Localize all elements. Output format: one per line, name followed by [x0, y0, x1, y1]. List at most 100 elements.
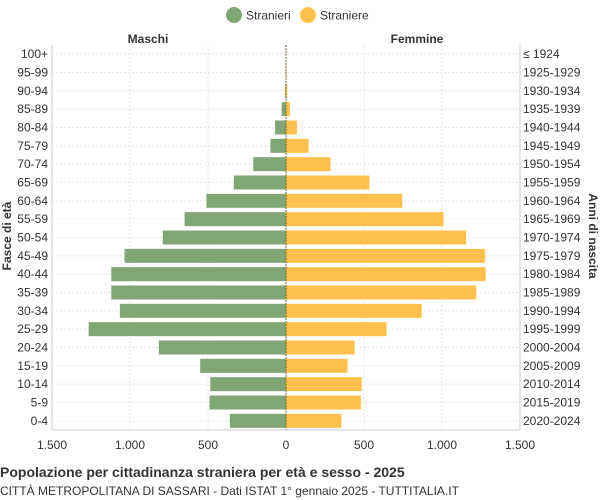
legend-label-stranieri: Stranieri — [246, 9, 291, 23]
bar-stranieri-70-74 — [253, 157, 286, 172]
birth-year-label: 1960-1964 — [523, 194, 581, 208]
birth-year-label: ≤ 1924 — [523, 47, 560, 61]
birth-year-label: 1955-1959 — [523, 176, 581, 190]
bar-stranieri-5-9 — [209, 395, 286, 410]
birth-year-label: 2005-2009 — [523, 359, 581, 373]
birth-year-label: 1925-1929 — [523, 66, 581, 80]
birth-year-label: 1990-1994 — [523, 304, 581, 318]
age-group-label: 95-99 — [17, 66, 48, 80]
age-group-label: 80-84 — [17, 121, 48, 135]
y-axis-title-right: Anni di nascita — [586, 193, 600, 279]
bar-stranieri-45-49 — [124, 248, 286, 263]
birth-year-label: 2015-2019 — [523, 396, 581, 410]
bar-straniere-80-84 — [286, 120, 297, 135]
birth-year-label: 1975-1979 — [523, 249, 581, 263]
x-tick-label: 1.000 — [115, 438, 145, 452]
birth-year-label: 1940-1944 — [523, 121, 581, 135]
age-group-label: 5-9 — [31, 396, 49, 410]
age-group-label: 100+ — [21, 47, 48, 61]
age-group-label: 40-44 — [17, 267, 48, 281]
birth-year-label: 1980-1984 — [523, 267, 581, 281]
bar-straniere-85-89 — [286, 102, 290, 117]
bar-stranieri-55-59 — [184, 212, 286, 227]
age-group-label: 75-79 — [17, 139, 48, 153]
bar-stranieri-40-44 — [111, 267, 286, 282]
birth-year-label: 1930-1934 — [523, 84, 581, 98]
legend-marker-stranieri — [226, 7, 242, 23]
age-group-label: 85-89 — [17, 102, 48, 116]
age-group-label: 20-24 — [17, 341, 48, 355]
axis-labels: 100+ ≤ 1924 95-99 1925-1929 90-94 1930-1934 85… — [17, 47, 580, 452]
birth-year-label: 2020-2024 — [523, 414, 581, 428]
x-tick-label: 500 — [354, 438, 374, 452]
bar-straniere-60-64 — [286, 193, 403, 208]
birth-year-label: 2010-2014 — [523, 377, 581, 391]
birth-year-label: 1970-1974 — [523, 231, 581, 245]
x-tick-label: 1.000 — [427, 438, 457, 452]
age-group-label: 15-19 — [17, 359, 48, 373]
age-group-label: 25-29 — [17, 322, 48, 336]
birth-year-label: 1965-1969 — [523, 212, 581, 226]
birth-year-label: 1945-1949 — [523, 139, 581, 153]
bar-straniere-55-59 — [286, 212, 444, 227]
chart-title: Popolazione per cittadinanza straniera p… — [0, 464, 405, 480]
birth-year-label: 2000-2004 — [523, 341, 581, 355]
age-group-label: 90-94 — [17, 84, 48, 98]
legend-label-straniere: Straniere — [320, 9, 369, 23]
x-tick-label: 1.500 — [37, 438, 67, 452]
age-group-label: 50-54 — [17, 231, 48, 245]
bar-stranieri-75-79 — [270, 138, 286, 153]
bar-stranieri-50-54 — [162, 230, 286, 245]
left-header-maschi: Maschi — [128, 32, 169, 46]
chart-subtitle: CITTÀ METROPOLITANA DI SASSARI - Dati IS… — [0, 484, 459, 498]
bar-straniere-10-14 — [286, 377, 362, 392]
age-group-label: 45-49 — [17, 249, 48, 263]
bar-stranieri-65-69 — [233, 175, 286, 190]
age-group-label: 10-14 — [17, 377, 48, 391]
bar-straniere-25-29 — [286, 322, 387, 337]
bar-straniere-40-44 — [286, 267, 486, 282]
bar-straniere-75-79 — [286, 138, 309, 153]
bar-stranieri-85-89 — [281, 102, 286, 117]
bar-straniere-30-34 — [286, 303, 422, 318]
age-group-label: 60-64 — [17, 194, 48, 208]
x-tick-label: 0 — [283, 438, 290, 452]
x-tick-label: 1.500 — [505, 438, 535, 452]
bars — [88, 45, 486, 430]
birth-year-label: 1935-1939 — [523, 102, 581, 116]
bar-stranieri-20-24 — [158, 340, 286, 355]
birth-year-label: 1995-1999 — [523, 322, 581, 336]
right-header-femmine: Femmine — [391, 32, 444, 46]
age-group-label: 70-74 — [17, 157, 48, 171]
legend: Stranieri Straniere — [226, 7, 369, 23]
y-axis-title-left: Fasce di età — [0, 201, 14, 270]
birth-year-label: 1950-1954 — [523, 157, 581, 171]
bar-straniere-5-9 — [286, 395, 361, 410]
bar-stranieri-35-39 — [111, 285, 286, 300]
bar-stranieri-25-29 — [88, 322, 286, 337]
bar-straniere-35-39 — [286, 285, 477, 300]
age-group-label: 30-34 — [17, 304, 48, 318]
birth-year-label: 1985-1989 — [523, 286, 581, 300]
x-tick-label: 500 — [198, 438, 218, 452]
bar-straniere-15-19 — [286, 358, 348, 373]
age-group-label: 65-69 — [17, 176, 48, 190]
bar-straniere-90-94 — [286, 83, 288, 98]
bar-straniere-65-69 — [286, 175, 370, 190]
bar-stranieri-15-19 — [200, 358, 286, 373]
bar-stranieri-80-84 — [275, 120, 286, 135]
age-group-label: 55-59 — [17, 212, 48, 226]
bar-straniere-70-74 — [286, 157, 331, 172]
bar-straniere-0-4 — [286, 413, 342, 428]
bar-stranieri-0-4 — [229, 413, 286, 428]
bar-stranieri-10-14 — [210, 377, 286, 392]
bar-straniere-20-24 — [286, 340, 355, 355]
bar-stranieri-60-64 — [206, 193, 286, 208]
legend-marker-straniere — [300, 7, 316, 23]
bar-stranieri-30-34 — [119, 303, 286, 318]
age-group-label: 35-39 — [17, 286, 48, 300]
bar-straniere-45-49 — [286, 248, 485, 263]
bar-straniere-50-54 — [286, 230, 467, 245]
age-group-label: 0-4 — [31, 414, 49, 428]
